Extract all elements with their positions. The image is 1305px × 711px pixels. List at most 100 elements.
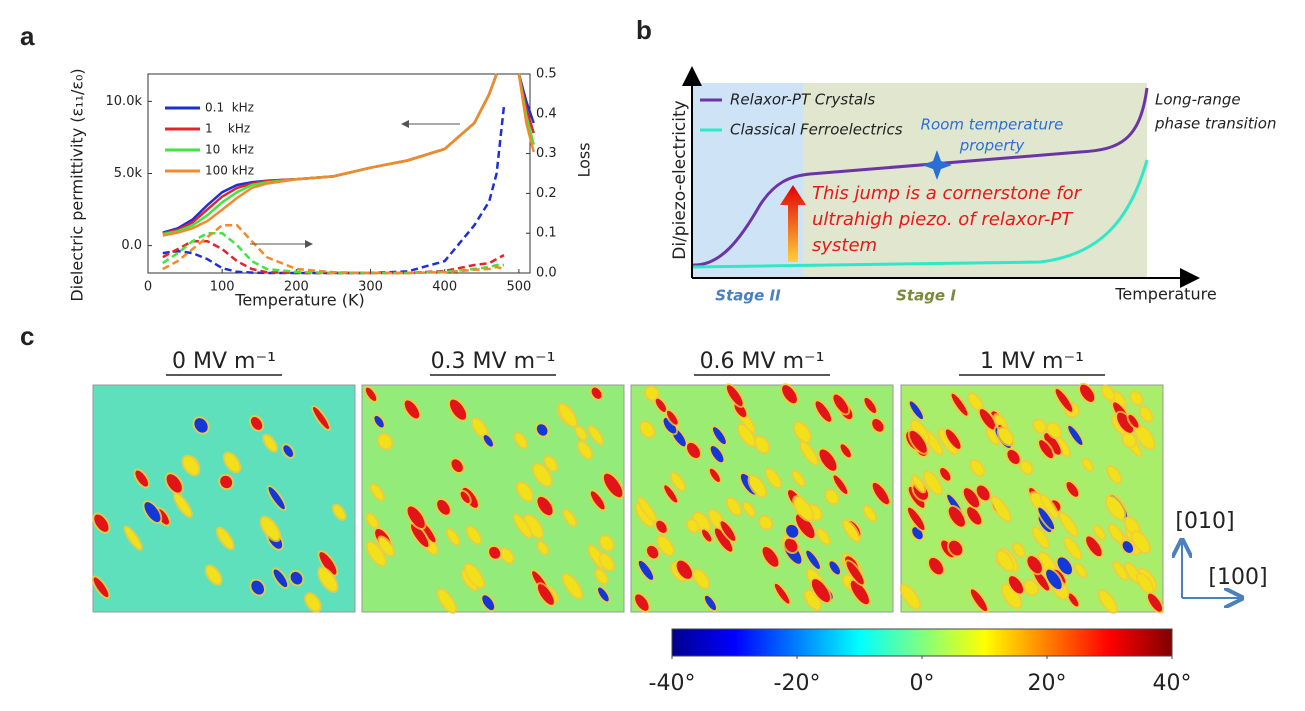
domain [987, 429, 999, 444]
map-title: 0 MV m⁻¹ [172, 349, 276, 374]
domain [438, 589, 456, 612]
domain [774, 583, 790, 604]
annotation: property [959, 137, 1026, 155]
domain [1094, 526, 1105, 539]
domain [636, 503, 654, 526]
domain [591, 387, 602, 399]
domain [600, 554, 614, 570]
domain [1024, 580, 1038, 595]
star [922, 150, 952, 180]
colorbar-gradient [671, 628, 1173, 657]
domain [374, 415, 384, 428]
domain [786, 524, 799, 538]
domain [365, 387, 377, 402]
domain [183, 456, 199, 475]
domain [1048, 423, 1061, 438]
domain [833, 475, 848, 494]
domain [449, 399, 467, 420]
annotation: This jump is a cornerstone for [812, 183, 1083, 204]
domain [268, 487, 285, 510]
domain [1046, 569, 1062, 590]
domain [1065, 538, 1081, 559]
domain [224, 453, 240, 472]
domain [963, 488, 980, 508]
domain [1068, 425, 1083, 446]
domain [967, 507, 982, 525]
domain [1108, 466, 1121, 483]
x-axis-label: Temperature (K) [234, 291, 364, 310]
domain [1031, 492, 1046, 511]
legend-label: 100 kHz [205, 164, 254, 178]
domain [872, 482, 890, 505]
domain [1075, 564, 1086, 577]
y2-tick-label: 0.1 [536, 226, 557, 241]
domain [872, 418, 884, 432]
domain [840, 444, 851, 458]
domain [482, 595, 495, 611]
domain [826, 490, 838, 504]
domain [404, 400, 420, 419]
map [92, 384, 356, 613]
domain [1128, 414, 1139, 428]
x-axis-label: Temperature [1114, 285, 1216, 304]
domain [911, 420, 929, 443]
domain [795, 514, 815, 539]
domain [640, 422, 654, 437]
domain [371, 484, 383, 500]
map-title: 0.3 MV m⁻¹ [431, 349, 556, 374]
domain [800, 442, 818, 465]
domain [261, 517, 280, 541]
domain [635, 594, 649, 611]
domain [447, 529, 459, 545]
annotation: Long-range [1155, 91, 1241, 109]
y-axis-label: Di/piezo-electricity [670, 100, 690, 259]
domain [451, 459, 463, 473]
domain [1114, 562, 1127, 580]
x-tick-label: 100 [210, 280, 235, 295]
colorbar-tick-label: -40° [649, 671, 696, 696]
axis-label: [100] [1208, 565, 1267, 590]
map-title: 1 MV m⁻¹ [980, 349, 1084, 374]
panel-b: Relaxor-PT Crystals Classical Ferroelect… [670, 66, 1277, 305]
domain [94, 514, 109, 532]
domain [806, 550, 820, 570]
domain [515, 433, 527, 448]
permittivity-line [162, 73, 535, 237]
domain [945, 429, 961, 449]
domain [784, 538, 798, 553]
domain [755, 437, 769, 453]
annotation: phase transition [1154, 115, 1277, 133]
domain [782, 385, 797, 404]
domain [537, 584, 554, 605]
domain [1038, 507, 1055, 530]
colorbar: -40° -20° 0° 20° 40° [649, 628, 1192, 696]
domain [686, 442, 700, 458]
domain [538, 542, 548, 554]
domain [909, 430, 927, 453]
domain [850, 580, 869, 605]
domain [166, 474, 182, 493]
colorbar-tick-label: -20° [774, 671, 821, 696]
domain [846, 561, 864, 585]
y2-tick-label: 0.5 [536, 67, 557, 82]
colorbar-tick-label: 40° [1153, 671, 1192, 696]
domain [250, 417, 263, 430]
legend-label: 1 kHz [205, 122, 250, 136]
domain [407, 506, 425, 529]
domain [663, 417, 677, 434]
domain [979, 409, 996, 430]
domain [948, 540, 963, 556]
domain [638, 560, 654, 580]
domain [997, 551, 1013, 571]
domain [135, 470, 149, 487]
domain [333, 505, 345, 520]
domain [656, 520, 667, 533]
panel-label: c [20, 321, 34, 351]
domain [658, 536, 673, 555]
domain [1137, 574, 1153, 593]
domain [460, 491, 470, 504]
colorbar-tick-label: 0° [910, 671, 935, 696]
domain [901, 585, 920, 609]
domain [712, 427, 726, 445]
y2-tick-label: 0.2 [536, 186, 557, 201]
